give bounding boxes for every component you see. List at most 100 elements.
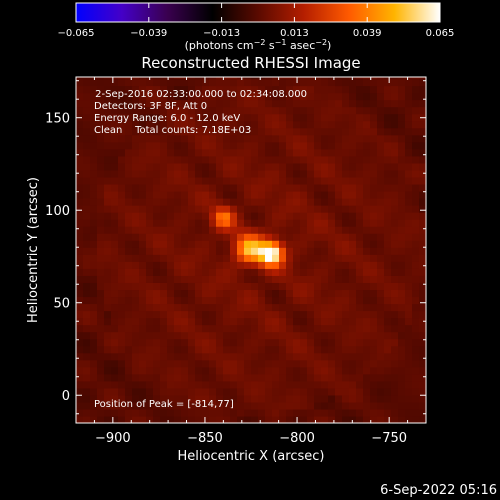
- heatmap-cell: [125, 261, 133, 269]
- heatmap-cell: [272, 338, 280, 347]
- heatmap-cell: [118, 205, 126, 213]
- heatmap-cell: [90, 212, 98, 220]
- heatmap-cell: [132, 113, 140, 122]
- heatmap-cell: [153, 247, 161, 255]
- heatmap-cell: [132, 77, 140, 80]
- heatmap-cell: [321, 169, 329, 178]
- heatmap-cell: [293, 324, 301, 333]
- heatmap-cell: [342, 162, 350, 171]
- annotation-time-range: 2-Sep-2016 02:33:00.000 to 02:34:08.000: [92, 89, 307, 100]
- heatmap-cell: [83, 408, 91, 417]
- heatmap-cell: [237, 113, 245, 122]
- heatmap-cell: [377, 338, 385, 347]
- heatmap-cell: [363, 155, 371, 164]
- heatmap-cell: [104, 310, 112, 319]
- heatmap-cell: [356, 212, 364, 220]
- heatmap-cell: [419, 134, 426, 143]
- heatmap-cell: [125, 183, 133, 192]
- heatmap-cell: [300, 198, 308, 206]
- heatmap-cell: [412, 162, 420, 171]
- heatmap-cell: [237, 106, 245, 115]
- heatmap-cell: [90, 261, 98, 269]
- heatmap-cell: [216, 198, 224, 206]
- heatmap-cell: [314, 77, 322, 80]
- heatmap-cell: [132, 380, 140, 389]
- heatmap-cell: [398, 352, 406, 361]
- heatmap-cell: [160, 296, 168, 305]
- heatmap-cell: [83, 78, 91, 87]
- heatmap-cell: [412, 240, 420, 248]
- heatmap-cell: [377, 394, 385, 403]
- heatmap-cell: [195, 275, 203, 283]
- heatmap-cell: [90, 317, 98, 326]
- heatmap-cell: [76, 401, 84, 410]
- heatmap-cell: [419, 77, 426, 80]
- heatmap-cell: [321, 183, 329, 192]
- heatmap-cell: [111, 198, 119, 206]
- heatmap-cell: [391, 352, 399, 361]
- heatmap-cell: [370, 77, 378, 80]
- heatmap-cell: [363, 127, 371, 136]
- heatmap-cell: [132, 162, 140, 171]
- heatmap-cell: [321, 226, 329, 234]
- heatmap-cell: [83, 240, 91, 248]
- heatmap-cell: [300, 77, 308, 80]
- heatmap-cell: [307, 366, 315, 375]
- heatmap-cell: [237, 331, 245, 340]
- heatmap-cell: [321, 155, 329, 164]
- heatmap-cell: [216, 366, 224, 375]
- heatmap-cell: [342, 373, 350, 382]
- heatmap-cell: [188, 282, 196, 291]
- heatmap-cell: [405, 141, 413, 150]
- heatmap-cell: [314, 317, 322, 326]
- heatmap-cell: [223, 275, 231, 283]
- heatmap-cell: [76, 352, 84, 361]
- heatmap-cell: [272, 310, 280, 319]
- heatmap-cell: [405, 408, 413, 417]
- heatmap-cell: [153, 401, 161, 410]
- heatmap-cell: [202, 198, 210, 206]
- heatmap-cell: [209, 162, 217, 171]
- heatmap-cell: [244, 92, 252, 101]
- heatmap-cell: [195, 380, 203, 389]
- heatmap-cell: [398, 106, 406, 115]
- heatmap-cell: [342, 331, 350, 340]
- heatmap-cell: [104, 408, 112, 417]
- heatmap-cell: [335, 268, 343, 276]
- heatmap-cell: [237, 176, 245, 185]
- heatmap-cell: [244, 338, 252, 347]
- heatmap-cell: [90, 134, 98, 143]
- heatmap-cell: [384, 366, 392, 375]
- heatmap-cell: [132, 268, 140, 276]
- heatmap-cell: [244, 296, 252, 305]
- heatmap-cell: [223, 296, 231, 305]
- heatmap-cell: [167, 106, 175, 115]
- heatmap-cell: [412, 190, 420, 199]
- heatmap-cell: [167, 226, 175, 234]
- heatmap-cell: [244, 78, 252, 87]
- heatmap-cell: [83, 141, 91, 150]
- heatmap-cell: [412, 233, 420, 241]
- heatmap-cell: [279, 176, 287, 185]
- heatmap-cell: [286, 366, 294, 375]
- heatmap-cell: [111, 324, 119, 333]
- heatmap-cell: [202, 127, 210, 136]
- heatmap-cell: [244, 394, 252, 403]
- heatmap-cell: [391, 134, 399, 143]
- heatmap-cell: [104, 92, 112, 101]
- heatmap-cell: [349, 338, 357, 347]
- heatmap-cell: [377, 226, 385, 234]
- heatmap-cell: [335, 380, 343, 389]
- heatmap-cell: [377, 190, 385, 199]
- heatmap-cell: [146, 366, 154, 375]
- heatmap-cell: [419, 120, 426, 129]
- heatmap-cell: [251, 148, 259, 157]
- heatmap-cell: [412, 226, 420, 234]
- heatmap-cell: [272, 317, 280, 326]
- heatmap-cell: [321, 352, 329, 361]
- heatmap-cell: [335, 92, 343, 101]
- heatmap-cell: [412, 415, 420, 423]
- heatmap-cell: [237, 296, 245, 305]
- heatmap-cell: [293, 134, 301, 143]
- heatmap-cell: [237, 127, 245, 136]
